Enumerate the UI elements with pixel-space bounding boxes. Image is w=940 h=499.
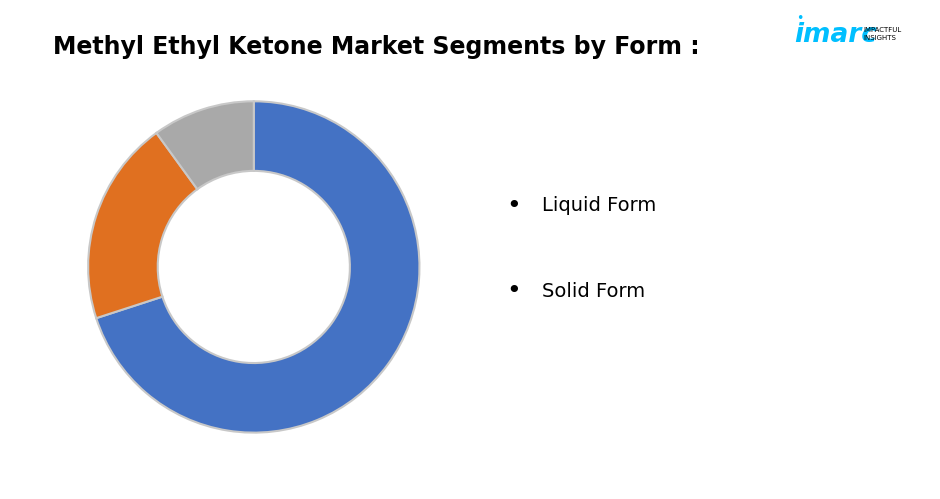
- Text: Methyl Ethyl Ketone Market Segments by Form :: Methyl Ethyl Ketone Market Segments by F…: [53, 35, 699, 59]
- Wedge shape: [88, 133, 197, 318]
- Text: imarc: imarc: [794, 22, 877, 48]
- Text: Solid Form: Solid Form: [542, 281, 646, 301]
- Wedge shape: [156, 101, 254, 189]
- Wedge shape: [96, 101, 419, 433]
- Text: •: •: [507, 279, 522, 303]
- Text: •: •: [507, 194, 522, 218]
- Text: IMPACTFUL
INSIGHTS: IMPACTFUL INSIGHTS: [863, 27, 901, 41]
- Text: Liquid Form: Liquid Form: [542, 196, 657, 216]
- Text: •: •: [796, 12, 804, 25]
